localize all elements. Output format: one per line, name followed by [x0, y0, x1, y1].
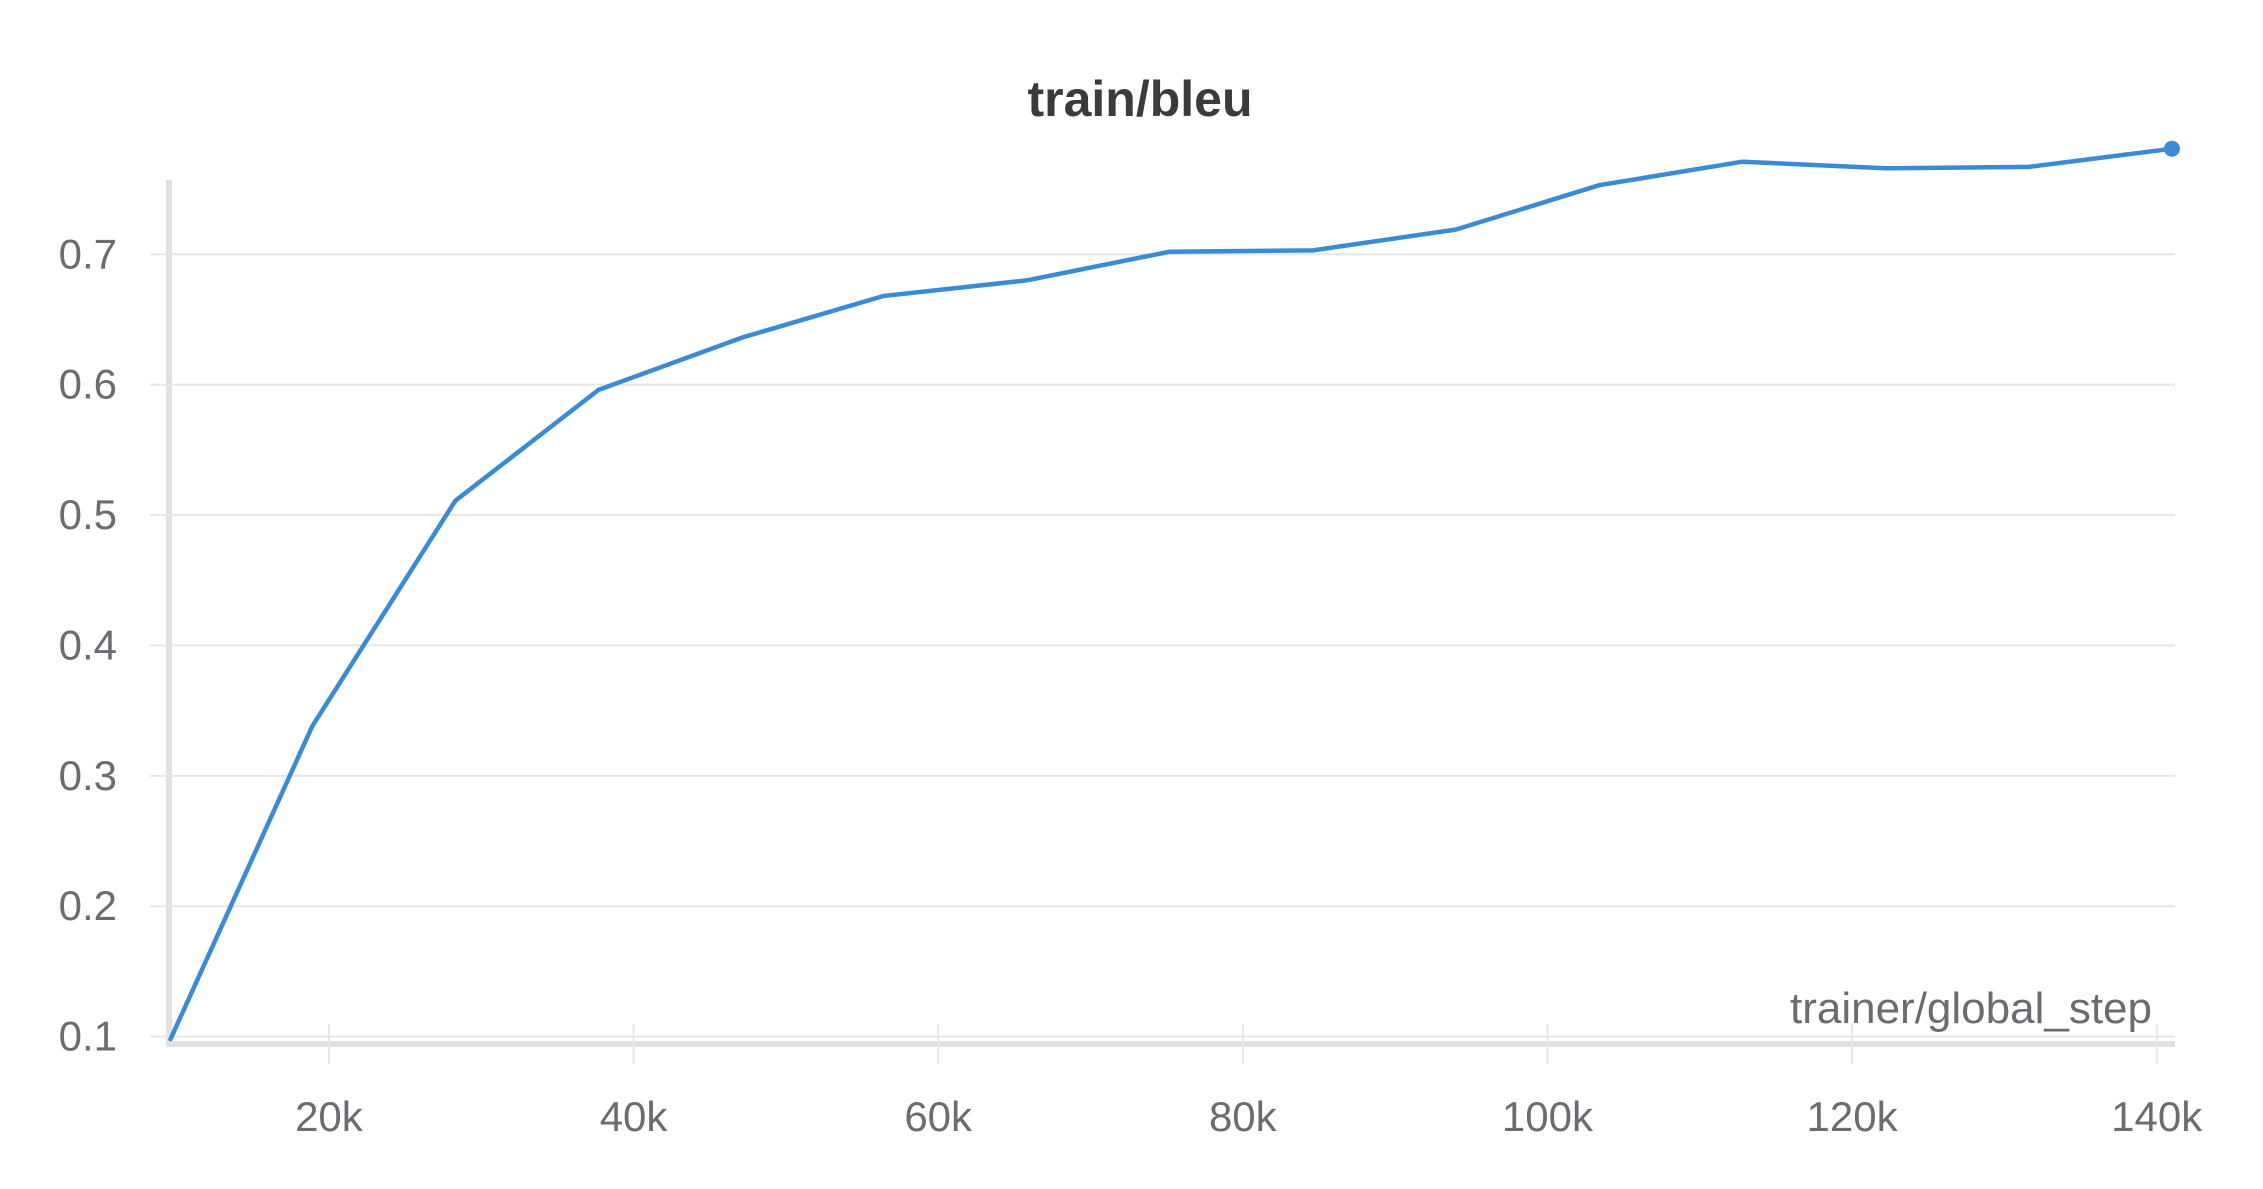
- y-axis-ticks: 0.1 0.2 0.3 0.4 0.5 0.6 0.7: [59, 230, 190, 1060]
- y-tick-label: 0.4: [59, 621, 117, 668]
- x-tick-label: 120k: [1807, 1093, 1899, 1140]
- y-tick-label: 0.1: [59, 1013, 117, 1060]
- x-tick-label: 100k: [1502, 1093, 1594, 1140]
- y-tick-label: 0.5: [59, 491, 117, 538]
- x-axis-label: trainer/global_step: [1790, 984, 2152, 1033]
- x-tick-label: 140k: [2111, 1093, 2203, 1140]
- x-tick-label: 40k: [600, 1093, 669, 1140]
- x-tick-label: 20k: [295, 1093, 364, 1140]
- axes: [166, 180, 2175, 1047]
- y-tick-label: 0.2: [59, 882, 117, 929]
- series-layer: [168, 140, 2180, 1042]
- y-tick-label: 0.3: [59, 752, 117, 799]
- x-axis-ticks: 20k 40k 60k 80k 100k 120k 140k: [295, 1024, 2203, 1140]
- grid-lines: [190, 253, 2175, 1038]
- series-end-point: [2163, 140, 2180, 157]
- chart-title: train/bleu: [1027, 71, 1252, 127]
- x-tick-label: 80k: [1209, 1093, 1278, 1140]
- y-tick-label: 0.6: [59, 361, 117, 408]
- y-tick-label: 0.7: [59, 230, 117, 277]
- series-line: [168, 146, 2175, 1042]
- x-tick-label: 60k: [904, 1093, 973, 1140]
